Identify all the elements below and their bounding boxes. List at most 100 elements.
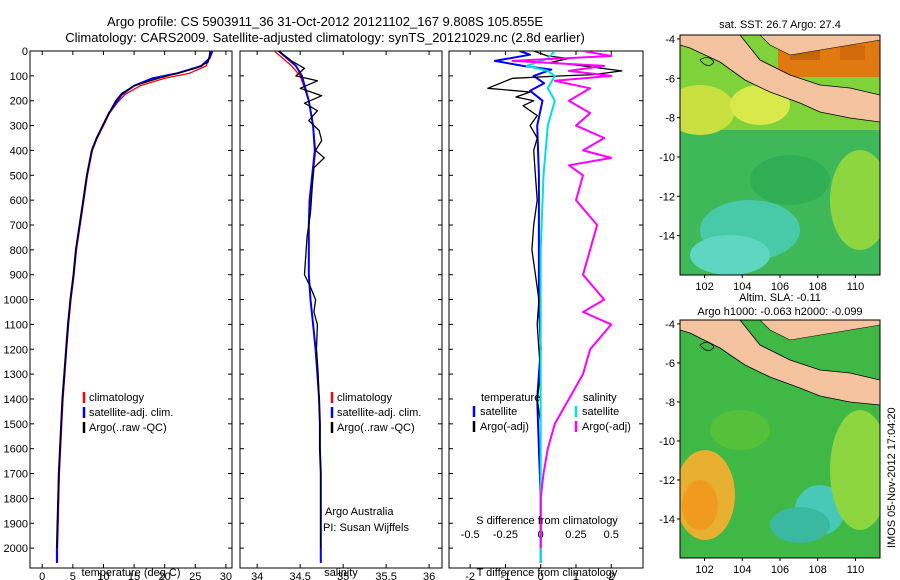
salinity-series-group — [273, 51, 325, 563]
footer-timestamp: IMOS 05-Nov-2012 17:04:20 — [886, 407, 898, 548]
sla-map-title: Altim. SLA: -0.11 — [739, 292, 821, 304]
ytick-label: 500 — [10, 170, 28, 182]
map-xtick-label: 102 — [695, 564, 713, 576]
map-ytick-label: -6 — [665, 73, 675, 85]
ytick-label: 600 — [10, 195, 28, 207]
legend-entry: climatology — [89, 392, 145, 404]
map-ytick-label: -8 — [665, 397, 675, 409]
ytick-label: 700 — [10, 220, 28, 232]
map-ytick-label: -10 — [659, 436, 675, 448]
series-argo-raw-qc- — [278, 51, 325, 549]
temperature-axes — [29, 50, 233, 569]
sst-map — [680, 35, 880, 275]
xtick-label: -1 — [501, 571, 511, 580]
ytick-label: 1300 — [4, 369, 28, 381]
sla-map — [680, 320, 880, 558]
map-xtick-label: 108 — [809, 281, 827, 293]
xtick-label: 34.5 — [289, 571, 310, 580]
xtick-label: 2 — [608, 571, 614, 580]
chart-title-line1: Argo profile: CS 5903911_36 31-Oct-2012 … — [106, 14, 544, 29]
salinity-axes — [239, 50, 443, 569]
legend-entry: satellite — [480, 406, 517, 418]
pi-label: PI: Susan Wijffels — [323, 522, 409, 534]
difference-series-group — [487, 51, 623, 563]
temperature-series-group — [55, 51, 214, 563]
ytick-label: 2000 — [4, 543, 28, 555]
map-xtick-label: 108 — [809, 564, 827, 576]
xtick-label: 1 — [573, 571, 579, 580]
temperature-xlabel: temperature (deg C) — [81, 567, 180, 579]
ytick-label: 1900 — [4, 518, 28, 530]
map-ytick-label: -8 — [665, 113, 675, 125]
s-xtick-label: 0.5 — [604, 529, 619, 541]
legend-entry: climatology — [337, 392, 393, 404]
difference-xlabel-top: S difference from climatology — [476, 515, 618, 527]
xtick-label: 34 — [251, 571, 263, 580]
ytick-label: 100 — [10, 71, 28, 83]
ytick-label: 800 — [10, 245, 28, 257]
legend-entry: satellite — [582, 406, 619, 418]
series-argo-raw-qc- — [56, 51, 211, 549]
map-xtick-label: 106 — [771, 281, 789, 293]
xtick-label: 15 — [128, 571, 140, 580]
map-xtick-label: 106 — [771, 564, 789, 576]
ytick-label: 200 — [10, 96, 28, 108]
map-ytick-label: -14 — [659, 514, 675, 526]
s-xtick-label: 0.25 — [565, 529, 586, 541]
ytick-label: 0 — [22, 46, 28, 58]
argo-australia-label: Argo Australia — [325, 506, 394, 518]
xtick-label: 30 — [220, 571, 232, 580]
legend-entry: Argo(-adj) — [480, 421, 529, 433]
xtick-label: -2 — [465, 571, 475, 580]
series-temperature-argo-adj- — [487, 51, 623, 549]
ytick-label: 1400 — [4, 394, 28, 406]
xtick-label: 0 — [538, 571, 544, 580]
legend-entry: Argo(..raw -QC) — [337, 422, 415, 434]
series-temperature-satellite — [493, 51, 553, 563]
map-xtick-label: 110 — [847, 564, 865, 576]
map-ytick-label: -12 — [659, 191, 675, 203]
map-ytick-label: -4 — [665, 319, 675, 331]
ytick-label: 300 — [10, 121, 28, 133]
ytick-label: 1000 — [4, 295, 28, 307]
xtick-label: 36 — [423, 571, 435, 580]
legend-title-temperature: temperature — [481, 392, 540, 404]
series-salinity-argo-adj- — [511, 51, 613, 549]
xtick-label: 5 — [70, 571, 76, 580]
ytick-label: 1500 — [4, 419, 28, 431]
sst-map-frame — [679, 34, 881, 276]
map-xtick-label: 110 — [847, 281, 865, 293]
s-xtick-label: -0.25 — [493, 529, 518, 541]
map-xtick-label: 104 — [733, 281, 751, 293]
legend-entry: Argo(..raw -QC) — [89, 422, 167, 434]
xtick-label: 0 — [39, 571, 45, 580]
legend-entry: satellite-adj. clim. — [89, 407, 173, 419]
legend-title-salinity: salinity — [583, 392, 617, 404]
ytick-label: 1800 — [4, 493, 28, 505]
sla-map-subtitle: Argo h1000: -0.063 h2000: -0.099 — [697, 306, 862, 318]
map-xtick-label: 102 — [695, 281, 713, 293]
map-xtick-label: 104 — [733, 564, 751, 576]
ytick-label: 1600 — [4, 444, 28, 456]
legend-entry: satellite-adj. clim. — [337, 407, 421, 419]
ytick-label: 1200 — [4, 344, 28, 356]
sst-map-title: sat. SST: 26.7 Argo: 27.4 — [719, 19, 841, 31]
s-xtick-label: -0.5 — [461, 529, 480, 541]
map-ytick-label: -4 — [665, 34, 675, 46]
ytick-label: 400 — [10, 145, 28, 157]
ytick-label: 900 — [10, 270, 28, 282]
legend-entry: Argo(-adj) — [582, 421, 631, 433]
map-ytick-label: -6 — [665, 358, 675, 370]
map-ytick-label: -14 — [659, 231, 675, 243]
xtick-label: 25 — [189, 571, 201, 580]
sla-map-frame — [679, 319, 881, 559]
ytick-label: 1700 — [4, 469, 28, 481]
xtick-label: 35 — [337, 571, 349, 580]
xtick-label: 20 — [159, 571, 171, 580]
difference-axes — [448, 50, 644, 569]
salinity-xlabel: salinity — [324, 567, 358, 579]
xtick-label: 10 — [97, 571, 109, 580]
map-ytick-label: -12 — [659, 475, 675, 487]
map-ytick-label: -10 — [659, 152, 675, 164]
